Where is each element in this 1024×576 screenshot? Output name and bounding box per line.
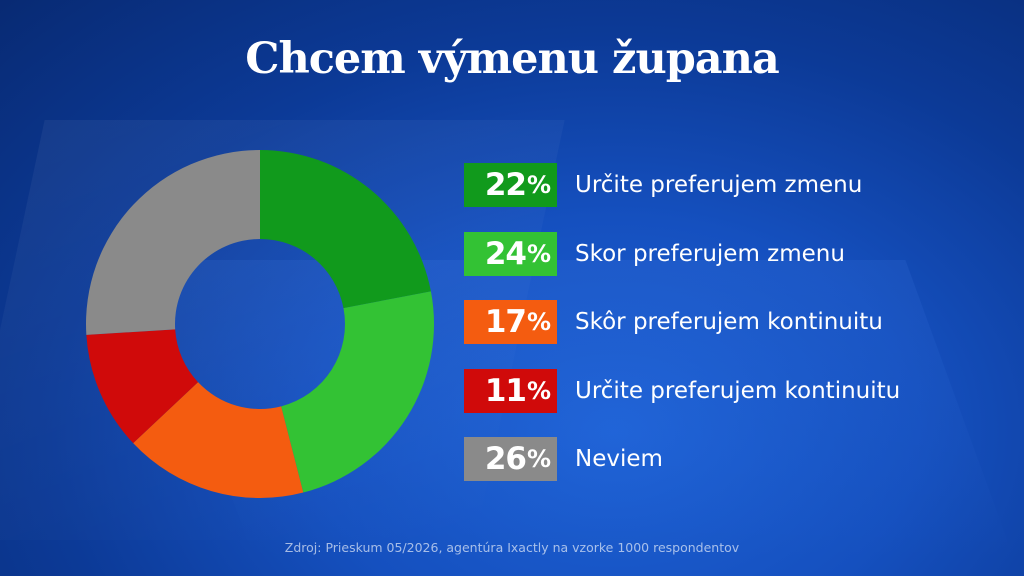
chart-title: Chcem výmenu župana [245,34,780,84]
legend: 22% Určite preferujem zmenu 24% Skor prefer… [464,163,984,506]
legend-percent-badge: 26% [464,437,557,481]
legend-item-4: 11% Určite preferujem kontinuitu [464,368,984,413]
legend-item-1: 22% Určite preferujem zmenu [464,163,984,207]
donut-slice-2 [281,291,434,493]
legend-label: Neviem [575,446,663,472]
legend-label: Skor preferujem zmenu [575,240,845,267]
legend-percent-badge: 11% [464,368,557,413]
donut-chart [86,150,434,498]
legend-value: 11 [484,372,527,409]
legend-label: Určite preferujem kontinuitu [575,377,901,404]
legend-percent-badge: 17% [464,300,557,344]
legend-item-3: 17% Skôr preferujem kontinuitu [464,300,984,344]
legend-item-5: 26% Neviem [464,437,984,481]
percent-sign: % [526,308,551,336]
donut-slice-5 [86,150,260,335]
percent-sign: % [526,171,551,199]
donut-slice-4 [86,329,199,444]
legend-label: Skôr preferujem kontinuitu [575,309,883,335]
donut-slice-1 [260,150,431,309]
percent-sign: % [526,376,551,405]
legend-value: 17 [484,304,527,340]
legend-value: 24 [484,235,527,272]
legend-percent-badge: 24% [464,231,557,276]
legend-percent-badge: 22% [464,163,557,207]
source-note: Zdroj: Prieskum 05/2026, agentúra Ixactl… [284,540,740,555]
donut-slice-3 [133,382,304,498]
percent-sign: % [526,239,551,268]
legend-item-2: 24% Skor preferujem zmenu [464,231,984,276]
legend-value: 22 [484,167,527,203]
legend-value: 26 [484,441,527,477]
legend-label: Určite preferujem zmenu [575,172,863,198]
percent-sign: % [526,445,551,473]
